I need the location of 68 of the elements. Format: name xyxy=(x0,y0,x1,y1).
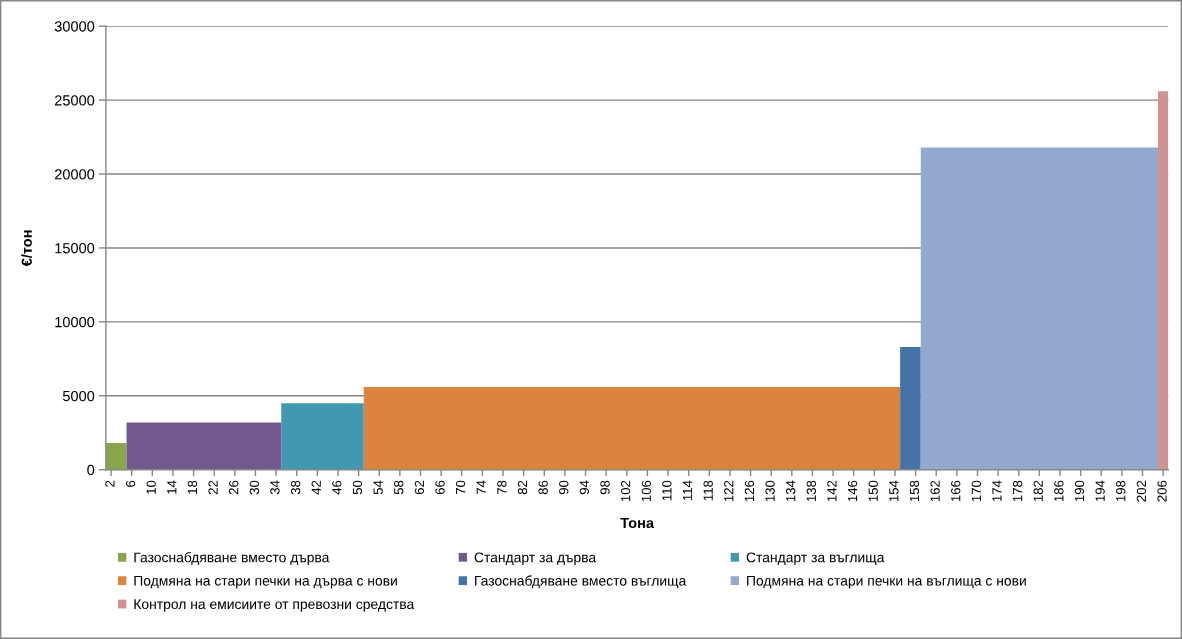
x-tick-label: 78 xyxy=(497,480,507,495)
x-tick-label: 130 xyxy=(765,480,775,502)
x-tick-label: 54 xyxy=(373,480,383,495)
x-tick-label: 62 xyxy=(414,480,425,495)
x-tick-label: 122 xyxy=(724,480,734,502)
x-tick-label: 182 xyxy=(1033,480,1043,502)
legend-label: Газоснабдяване вместо дърва xyxy=(134,552,330,566)
x-tick-label: 106 xyxy=(641,480,651,502)
x-tick-label: 18 xyxy=(187,480,198,494)
y-tick-label: 20000 xyxy=(54,169,95,180)
legend-label: Контрол на емисиите от превозни средства xyxy=(134,599,415,612)
y-tick-label: 10000 xyxy=(55,316,95,328)
x-tick-label: 110 xyxy=(662,480,672,501)
x-tick-label: 186 xyxy=(1054,480,1064,502)
x-tick-label: 90 xyxy=(559,480,569,495)
x-tick-label: 82 xyxy=(517,480,528,495)
x-tick-label: 58 xyxy=(394,480,404,495)
x-tick-label: 26 xyxy=(229,480,239,495)
x-tick-label: 138 xyxy=(806,480,816,502)
x-tick-label: 194 xyxy=(1095,480,1105,502)
x-tick-label: 114 xyxy=(683,480,693,501)
x-tick-label: 190 xyxy=(1074,480,1085,502)
y-tick-label: 30000 xyxy=(54,21,95,32)
x-tick-label: 150 xyxy=(868,480,878,502)
x-tick-label: 134 xyxy=(786,480,796,502)
x-tick-label: 42 xyxy=(311,480,321,495)
x-tick-label: 86 xyxy=(538,480,548,495)
legend-label: Подмяна на стари печки на дърва с нови xyxy=(134,576,397,589)
x-tick-label: 50 xyxy=(352,480,363,495)
y-tick-label: 25000 xyxy=(54,95,95,106)
x-tick-label: 170 xyxy=(971,480,982,502)
x-tick-label: 162 xyxy=(930,480,940,502)
x-tick-label: 22 xyxy=(208,480,218,495)
x-tick-label: 14 xyxy=(167,480,177,494)
x-tick-label: 34 xyxy=(270,480,280,495)
legend-label: Стандарт за въглища xyxy=(746,552,885,566)
x-tick-label: 174 xyxy=(992,480,1002,502)
x-tick-label: 74 xyxy=(476,480,486,495)
x-tick-label: 94 xyxy=(579,480,590,495)
x-tick-label: 46 xyxy=(332,480,342,495)
x-tick-label: 30 xyxy=(249,480,259,495)
y-tick-label: 5000 xyxy=(62,390,95,402)
x-tick-label: 38 xyxy=(290,480,301,495)
x-tick-label: 66 xyxy=(435,480,445,495)
x-tick-label: 178 xyxy=(1012,480,1023,502)
x-tick-label: 202 xyxy=(1136,480,1147,502)
x-tick-label: 146 xyxy=(847,480,858,502)
x-tick-label: 166 xyxy=(951,480,961,502)
x-tick-label: 154 xyxy=(889,480,899,502)
y-axis-title: €/тон xyxy=(21,230,33,267)
y-tick-label: 0 xyxy=(87,464,95,476)
x-axis-title: Тона xyxy=(620,517,655,529)
x-tick-label: 206 xyxy=(1157,480,1167,502)
x-tick-label: 158 xyxy=(909,480,920,502)
x-tick-label: 198 xyxy=(1116,480,1126,502)
x-tick-label: 142 xyxy=(827,480,837,502)
legend-label: Подмяна на стари печки на въглища с нови xyxy=(747,576,1026,589)
x-tick-label: 98 xyxy=(600,480,610,495)
x-tick-label: 118 xyxy=(703,480,713,501)
x-tick-label: 126 xyxy=(744,480,755,502)
x-tick-label: 6 xyxy=(125,480,136,487)
legend-label: Стандарт за дърва xyxy=(474,552,597,566)
x-tick-label: 70 xyxy=(455,480,466,495)
x-tick-label: 2 xyxy=(105,480,115,487)
x-tick-label: 10 xyxy=(146,480,156,494)
legend-label: Газоснабдяване вместо въглища xyxy=(475,575,687,589)
y-tick-label: 15000 xyxy=(55,243,95,254)
x-tick-label: 102 xyxy=(620,480,631,502)
